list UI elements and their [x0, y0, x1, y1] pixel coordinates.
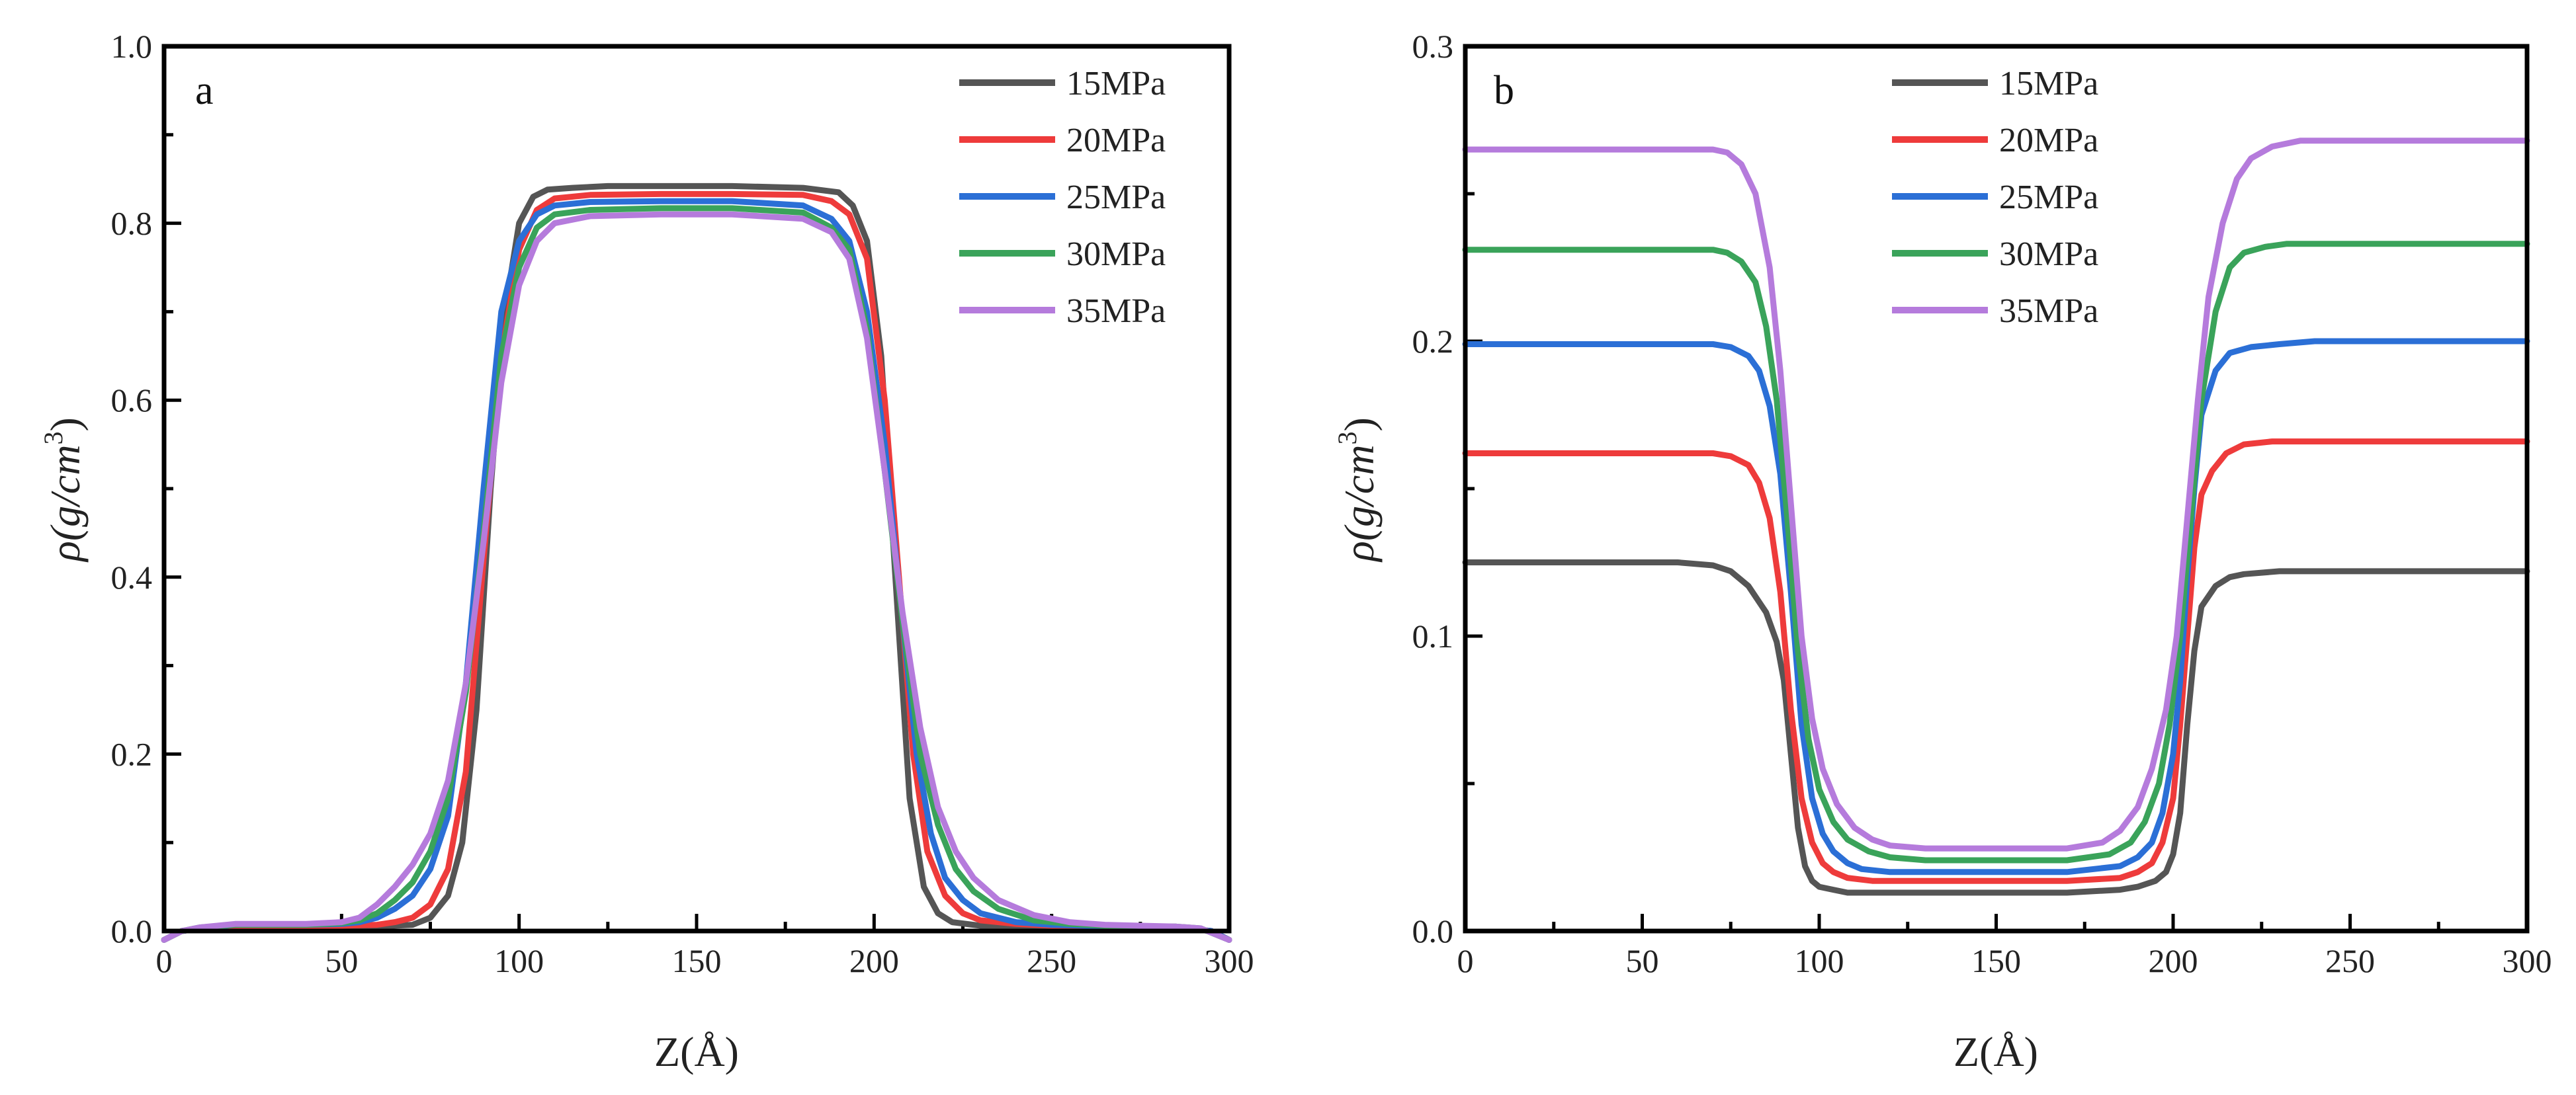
panel-a-frame: [161, 44, 1232, 934]
panel-b-xtick-label: 200: [2149, 942, 2198, 979]
panel-a-ytick-label: 0.4: [111, 559, 153, 596]
panel-b-xlabel: Z(Å): [1953, 1028, 2038, 1075]
panel-a-ylabel-main: ρ(g/cm: [42, 444, 89, 562]
panel-a-legend-label: 30MPa: [1066, 235, 1166, 273]
panel-a-ylabel-close: ): [42, 417, 89, 431]
panel-b-ytick-label: 0.2: [1412, 323, 1454, 360]
panel-a-series: [161, 182, 1232, 943]
panel-a-xtick-label: 300: [1205, 942, 1254, 979]
panel-a-ytick-label: 1.0: [111, 28, 153, 65]
panel-b-ytick-label: 0.3: [1412, 28, 1454, 65]
panel-a-xtick-label: 150: [672, 942, 722, 979]
panel-a: 0 50 100 150 200 250 300 0.0 0.2 0.4 0.6 0.8 1.0 a 1…: [38, 28, 1254, 1075]
panel-a-legend-label: 35MPa: [1066, 292, 1166, 330]
panel-a-legend-label: 15MPa: [1066, 65, 1166, 102]
panel-a-xtick-label: 50: [325, 942, 358, 979]
panel-b-xtick-label: 100: [1795, 942, 1844, 979]
panel-a-legend-label: 25MPa: [1066, 179, 1166, 216]
panel-b-ytick-label: 0.1: [1412, 618, 1454, 655]
panel-b-series-30MPa: [1462, 241, 2530, 864]
panel-b-series: [1462, 138, 2530, 896]
panel-a-xtick-label: 100: [494, 942, 544, 979]
panel-b-label: b: [1494, 68, 1514, 113]
panel-b-legend-label: 30MPa: [1999, 235, 2098, 273]
panel-b-ylabel-main: ρ(g/cm: [1336, 444, 1383, 562]
panel-a-ylabel: ρ(g/cm3): [38, 417, 89, 563]
panel-b-ytick-label: 0.0: [1412, 913, 1454, 950]
panel-a-ytick-label: 0.2: [111, 735, 153, 772]
panel-a-legend: 15MPa 20MPa 25MPa 30MPa 35MPa: [959, 65, 1166, 330]
panel-b-series-35MPa: [1462, 138, 2530, 852]
panel-b-ticks: 0 50 100 150 200 250 300 0.0 0.1 0.2 0.3: [1412, 28, 2552, 979]
panel-b-xtick-label: 300: [2503, 942, 2552, 979]
panel-a-ytick-label: 0.8: [111, 205, 153, 242]
panel-a-ytick-label: 0.0: [111, 913, 153, 950]
panel-a-ticks: 0 50 100 150 200 250 300 0.0 0.2 0.4 0.6 0.8 1.0: [111, 28, 1254, 979]
panel-b-legend: 15MPa 20MPa 25MPa 30MPa 35MPa: [1892, 65, 2098, 330]
panel-a-series-35MPa: [161, 211, 1232, 943]
panel-b-legend-label: 35MPa: [1999, 292, 2098, 330]
panel-b-frame: [1463, 44, 2530, 934]
panel-a-label: a: [195, 68, 214, 113]
panel-b-xtick-label: 150: [1971, 942, 2021, 979]
panel-b-ylabel-close: ): [1336, 417, 1383, 431]
panel-b-ylabel: ρ(g/cm3): [1332, 417, 1383, 563]
panel-b-xtick-label: 0: [1457, 942, 1474, 979]
panel-b-legend-label: 25MPa: [1999, 179, 2098, 216]
panel-b-series-20MPa: [1462, 438, 2530, 884]
panel-a-ytick-label: 0.6: [111, 382, 153, 419]
panel-a-xlabel: Z(Å): [654, 1028, 739, 1075]
panel-b-ylabel-sup: 3: [1332, 431, 1362, 444]
panel-b-series-15MPa: [1462, 559, 2530, 896]
panel-a-ylabel-sup: 3: [38, 431, 68, 444]
panel-b-series-25MPa: [1462, 338, 2530, 875]
panel-a-xtick-label: 0: [156, 942, 173, 979]
panel-b-xtick-label: 250: [2325, 942, 2375, 979]
panel-b-xtick-label: 50: [1626, 942, 1659, 979]
panel-b-legend-label: 15MPa: [1999, 65, 2098, 102]
panel-a-xtick-label: 250: [1027, 942, 1076, 979]
panel-a-legend-label: 20MPa: [1066, 122, 1166, 159]
panel-a-xtick-label: 200: [849, 942, 899, 979]
panel-b-legend-label: 20MPa: [1999, 122, 2098, 159]
panel-b: 0 50 100 150 200 250 300 0.0 0.1 0.2 0.3 b 15MPa 20…: [1332, 28, 2552, 1075]
